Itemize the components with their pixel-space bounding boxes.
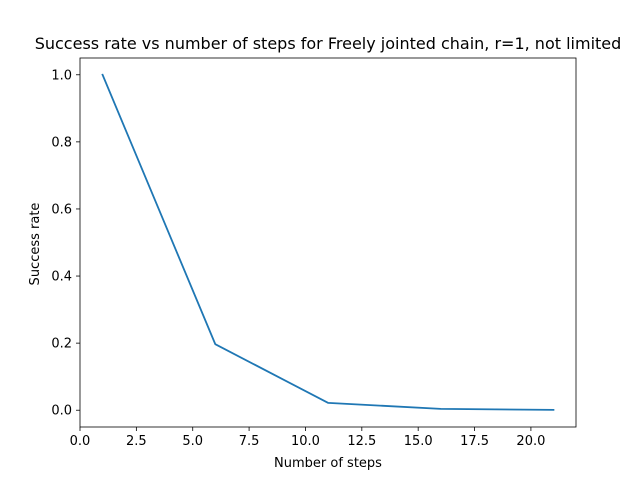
- y-tick-label: 0.0: [51, 404, 72, 419]
- y-tick-label: 0.6: [51, 202, 72, 217]
- x-tick-label: 15.0: [404, 434, 433, 449]
- y-tick-label: 1.0: [51, 68, 72, 83]
- x-tick-label: 17.5: [460, 434, 489, 449]
- plot-area: [101, 73, 555, 411]
- y-tick-label: 0.2: [51, 337, 72, 352]
- y-axis: 0.0 0.2 0.4 0.6 0.8 1.0: [51, 68, 80, 419]
- x-tick-label: 10.0: [291, 434, 320, 449]
- x-axis-label: Number of steps: [274, 456, 382, 471]
- x-tick-label: 0.0: [70, 434, 91, 449]
- x-axis: 0.0 2.5 5.0 7.5 10.0 12.5 15.0 17.5 20.0: [70, 427, 545, 449]
- chart-title: Success rate vs number of steps for Free…: [35, 34, 622, 53]
- series-line: [101, 73, 555, 411]
- x-tick-label: 7.5: [239, 434, 260, 449]
- plot-frame: [79, 57, 577, 428]
- y-axis-label: Success rate: [28, 203, 43, 286]
- x-tick-label: 5.0: [182, 434, 203, 449]
- x-tick-label: 12.5: [347, 434, 376, 449]
- y-tick-label: 0.8: [51, 135, 72, 150]
- x-tick-label: 2.5: [126, 434, 147, 449]
- y-tick-label: 0.4: [51, 270, 72, 285]
- x-tick-label: 20.0: [516, 434, 545, 449]
